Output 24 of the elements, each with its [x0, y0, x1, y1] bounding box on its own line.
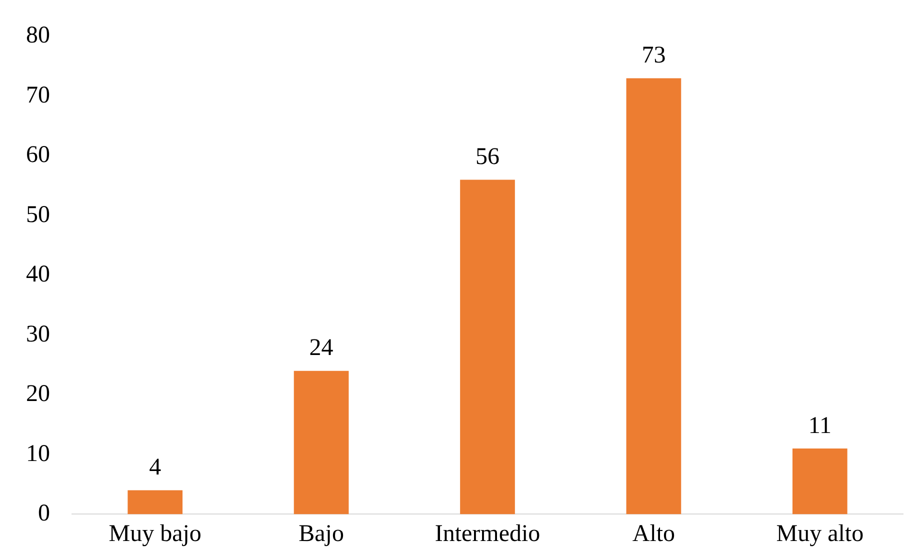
y-tick-label: 50 — [26, 202, 50, 228]
x-tick-label: Alto — [632, 520, 676, 547]
y-tick-label: 60 — [26, 142, 50, 168]
y-tick-label: 10 — [26, 440, 50, 467]
x-tick-label: Muy alto — [776, 520, 864, 547]
y-tick-label: 80 — [26, 22, 50, 49]
bar — [460, 180, 515, 514]
bar — [294, 370, 349, 514]
x-tick-label: Muy bajo — [108, 520, 202, 547]
y-tick-label: 20 — [26, 381, 50, 408]
bar — [792, 448, 848, 514]
y-tick-label: 70 — [26, 82, 50, 108]
bar — [626, 78, 682, 514]
y-tick-label: 30 — [26, 321, 50, 348]
data-label: 73 — [642, 42, 666, 69]
y-tick-label: 0 — [38, 500, 50, 526]
y-tick-label: 40 — [26, 262, 50, 288]
x-tick-label: Intermedio — [434, 520, 540, 547]
data-label: 4 — [149, 454, 162, 481]
bar — [128, 490, 183, 514]
data-label: 11 — [808, 412, 832, 439]
x-tick-label: Bajo — [298, 520, 344, 547]
data-label: 56 — [476, 144, 500, 170]
data-label: 24 — [309, 335, 334, 362]
